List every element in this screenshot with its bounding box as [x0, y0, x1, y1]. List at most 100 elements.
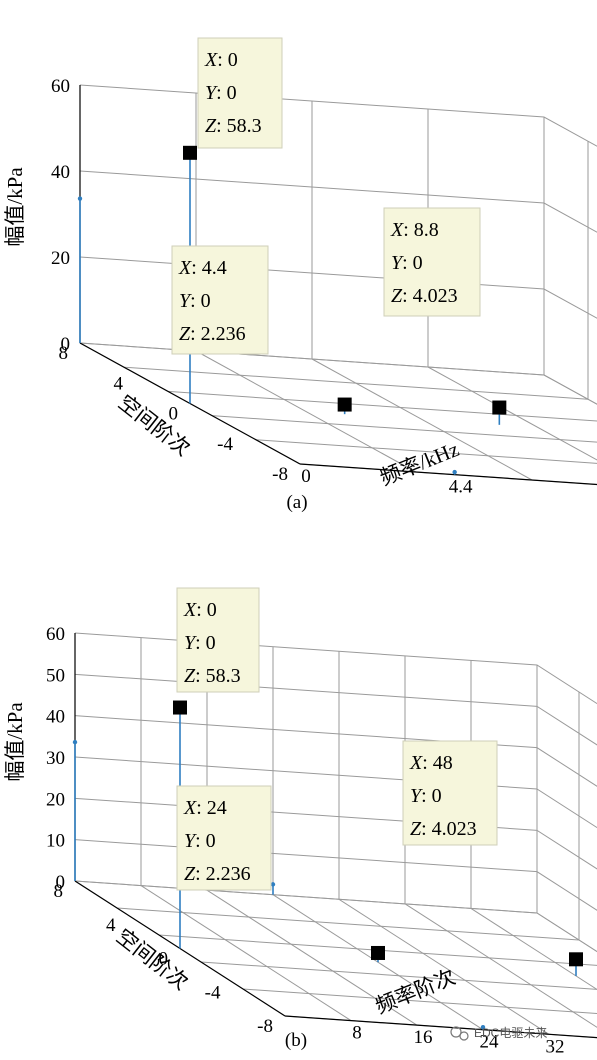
datatip-value: : 0: [196, 599, 217, 621]
datatip-markers: [183, 145, 507, 415]
stem-point: [452, 469, 457, 475]
panel-caption: (a): [286, 492, 307, 513]
grid-line: [158, 934, 597, 966]
datatip-axis-name: X: [204, 49, 218, 71]
datatip-axis-name: X: [409, 752, 423, 774]
x-tick-label: 0: [301, 466, 311, 487]
datatip-line: Z: 2.236: [184, 863, 251, 885]
datatip-markers: [173, 700, 583, 967]
grid-line: [206, 889, 418, 1026]
grid-line: [200, 961, 597, 990]
datatip-line: Z: 2.236: [179, 323, 246, 345]
y-tick-label: -4: [217, 434, 233, 455]
y-tick-label: 4: [106, 915, 116, 936]
datatip-line: Z: 58.3: [184, 665, 241, 687]
stem-point: [480, 1025, 486, 1030]
grid-line: [74, 880, 538, 914]
datatip: X: 0Y: 0Z: 58.3: [197, 37, 283, 149]
x-axis-label: 频率阶次: [372, 965, 459, 1019]
y-ticks: 8 4 0 -4 -8: [54, 881, 274, 1037]
datatip-axis-name: Y: [179, 290, 192, 312]
y-tick-label: 0: [169, 404, 179, 425]
datatip-axis-name: Z: [184, 863, 196, 885]
z-axis-label: 幅值/kPa: [3, 167, 27, 247]
z-tick-label: 40: [51, 162, 70, 183]
grid-line: [311, 358, 533, 481]
datatip-axis-name: Y: [391, 252, 404, 274]
datatip-value: : 0: [195, 632, 216, 654]
datatip-line: Y: 0: [205, 82, 237, 104]
y-tick-label: 8: [54, 881, 64, 902]
grid-line: [404, 903, 597, 1028]
datatip-value: : 4.4: [191, 257, 227, 279]
stem-point: [270, 882, 276, 887]
stems: [72, 705, 579, 1030]
wechat-icon-small: [459, 1031, 469, 1041]
grid-line: [195, 350, 417, 473]
grid-line: [123, 366, 589, 400]
datatip-box: [176, 587, 260, 693]
datatip-value: : 0: [421, 785, 442, 807]
axis-line: [299, 463, 597, 486]
grid-line: [255, 439, 597, 464]
datatip: X: 48 Y: 0 Z: 4.023: [402, 740, 498, 846]
datatip-line: Z: 4.023: [410, 818, 477, 840]
grid-line: [79, 256, 597, 319]
z-tick-label: 20: [51, 248, 70, 269]
datatip-axis-name: Y: [184, 632, 197, 654]
datatip-axis-name: Z: [410, 818, 422, 840]
datatip-axis-name: Y: [184, 830, 197, 852]
z-tick-label: 20: [46, 789, 65, 810]
datatip: X: 4.4 Y: 0 Z: 2.236: [171, 245, 269, 355]
z-axis-label: 幅值/kPa: [3, 702, 27, 782]
datatip-value: : 0: [195, 830, 216, 852]
grid-line: [427, 366, 597, 461]
datatip-line: Y: 0: [184, 632, 216, 654]
datatip-axis-name: X: [183, 599, 197, 621]
datatip-box: [197, 37, 283, 149]
datatip-axis-name: Z: [205, 115, 217, 137]
y-tick-label: -4: [205, 982, 221, 1003]
grid-line: [74, 715, 597, 787]
datatip-axis-name: Z: [391, 285, 403, 307]
datatip-axis-name: Y: [205, 82, 218, 104]
grid-line: [79, 170, 597, 233]
y-ticks: 8 4 0 -4 -8: [59, 343, 289, 485]
grid-line: [74, 756, 597, 829]
panel-caption: (b): [285, 1030, 307, 1051]
datatip-value: : 4.023: [421, 818, 477, 840]
datatip-value: : 24: [196, 797, 227, 819]
y-tick-label: 4: [114, 373, 124, 394]
x-ticks: 8162432404856: [352, 1023, 565, 1058]
y-tick-label: 8: [59, 343, 69, 364]
datatip-line: Y: 0: [179, 290, 211, 312]
datatip-line: X: 48: [409, 752, 453, 774]
datatip-line: X: 24: [183, 797, 227, 819]
x-tick-label: 32: [546, 1036, 565, 1057]
y-tick-label: 0: [159, 949, 169, 970]
grid-group: [74, 632, 597, 1039]
datatip-line: X: 0: [204, 49, 238, 71]
panel-a: 6040200840-4-804.48.813.2频率/kHz空间阶次幅值/kP…: [3, 37, 597, 513]
datatip-value: : 0: [402, 252, 423, 274]
datatip-axis-name: X: [390, 219, 404, 241]
datatip-value: : 48: [422, 752, 453, 774]
grid-line: [79, 342, 545, 376]
datatip-value: : 8.8: [403, 219, 439, 241]
datatip: X: 0Y: 0Z: 58.3: [176, 587, 260, 693]
z-tick-label: 60: [46, 624, 65, 645]
z-ticks: 60 40 20 0: [51, 76, 70, 355]
datatip-value: : 2.236: [195, 863, 251, 885]
z-tick-label: 0: [61, 334, 71, 355]
y-tick-label: -8: [272, 464, 288, 485]
datatip-axis-name: Z: [179, 323, 191, 345]
grid-line: [74, 797, 597, 870]
watermark: EDC电驱未来: [450, 1026, 547, 1041]
datatip-marker: [569, 952, 583, 967]
z-tick-label: 0: [56, 872, 66, 893]
datatip-line: X: 8.8: [390, 219, 439, 241]
x-tick-label: 16: [414, 1027, 433, 1048]
